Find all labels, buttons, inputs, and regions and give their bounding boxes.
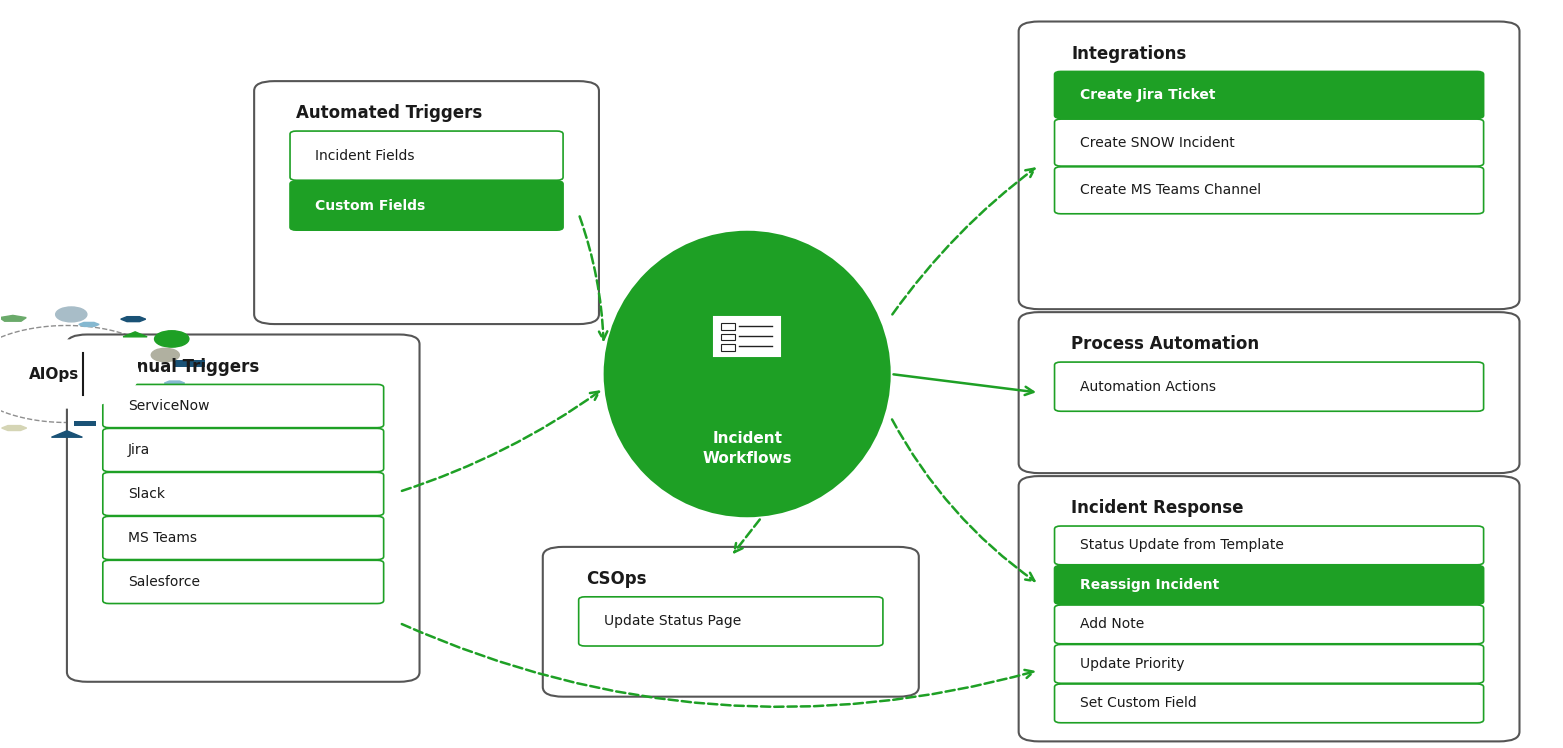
Polygon shape [2,426,27,431]
Polygon shape [164,381,184,385]
FancyBboxPatch shape [291,181,563,230]
Text: Automated Triggers: Automated Triggers [295,104,481,122]
FancyBboxPatch shape [291,131,563,180]
FancyBboxPatch shape [103,384,383,428]
FancyBboxPatch shape [721,323,735,330]
Polygon shape [78,322,98,326]
Text: Incident Response: Incident Response [1071,499,1244,517]
Text: Integrations: Integrations [1071,45,1186,63]
FancyBboxPatch shape [721,344,735,351]
FancyBboxPatch shape [542,547,919,696]
Text: Add Note: Add Note [1080,617,1144,631]
FancyBboxPatch shape [1055,362,1483,411]
Text: CSOps: CSOps [586,570,647,588]
Text: Update Priority: Update Priority [1080,657,1185,671]
Text: AIOps: AIOps [30,367,80,381]
FancyBboxPatch shape [1055,645,1483,683]
Polygon shape [52,431,83,438]
Circle shape [56,307,88,322]
Text: Create Jira Ticket: Create Jira Ticket [1080,88,1214,102]
Circle shape [155,331,189,347]
FancyBboxPatch shape [103,516,383,560]
FancyBboxPatch shape [714,317,780,356]
FancyBboxPatch shape [103,560,383,604]
Text: Create SNOW Incident: Create SNOW Incident [1080,135,1235,150]
Circle shape [111,421,148,439]
Text: Create MS Teams Channel: Create MS Teams Channel [1080,183,1261,197]
FancyBboxPatch shape [156,405,181,411]
Text: Status Update from Template: Status Update from Template [1080,539,1283,553]
FancyBboxPatch shape [1055,167,1483,214]
Text: Slack: Slack [128,487,164,501]
Text: ServiceNow: ServiceNow [128,399,209,413]
FancyBboxPatch shape [1055,605,1483,644]
Polygon shape [120,316,145,322]
FancyBboxPatch shape [1055,119,1483,166]
FancyBboxPatch shape [1055,526,1483,565]
FancyBboxPatch shape [103,429,383,472]
Text: Incident Fields: Incident Fields [316,149,414,162]
FancyBboxPatch shape [1019,312,1519,473]
Text: Custom Fields: Custom Fields [316,198,425,212]
FancyBboxPatch shape [75,421,97,426]
Text: MS Teams: MS Teams [128,531,197,545]
Circle shape [111,407,139,420]
Text: Set Custom Field: Set Custom Field [1080,696,1196,711]
FancyBboxPatch shape [173,360,205,367]
FancyBboxPatch shape [1019,476,1519,741]
FancyBboxPatch shape [1055,565,1483,604]
Polygon shape [123,332,147,337]
Polygon shape [0,316,27,321]
FancyBboxPatch shape [255,81,599,324]
FancyBboxPatch shape [67,334,419,681]
FancyBboxPatch shape [578,597,883,646]
FancyBboxPatch shape [103,473,383,515]
Text: Manual Triggers: Manual Triggers [109,358,259,375]
Text: Jira: Jira [128,443,150,457]
FancyBboxPatch shape [1055,72,1483,118]
Circle shape [0,340,139,408]
Ellipse shape [603,230,891,518]
Circle shape [152,349,180,362]
Text: Automation Actions: Automation Actions [1080,380,1216,393]
Text: Process Automation: Process Automation [1071,335,1260,353]
Text: Salesforce: Salesforce [128,575,200,589]
FancyBboxPatch shape [721,334,735,340]
FancyBboxPatch shape [1019,22,1519,309]
FancyBboxPatch shape [1055,684,1483,723]
Text: Incident
Workflows: Incident Workflows [702,432,792,466]
Text: Update Status Page: Update Status Page [603,614,741,628]
Text: Reassign Incident: Reassign Incident [1080,578,1219,592]
